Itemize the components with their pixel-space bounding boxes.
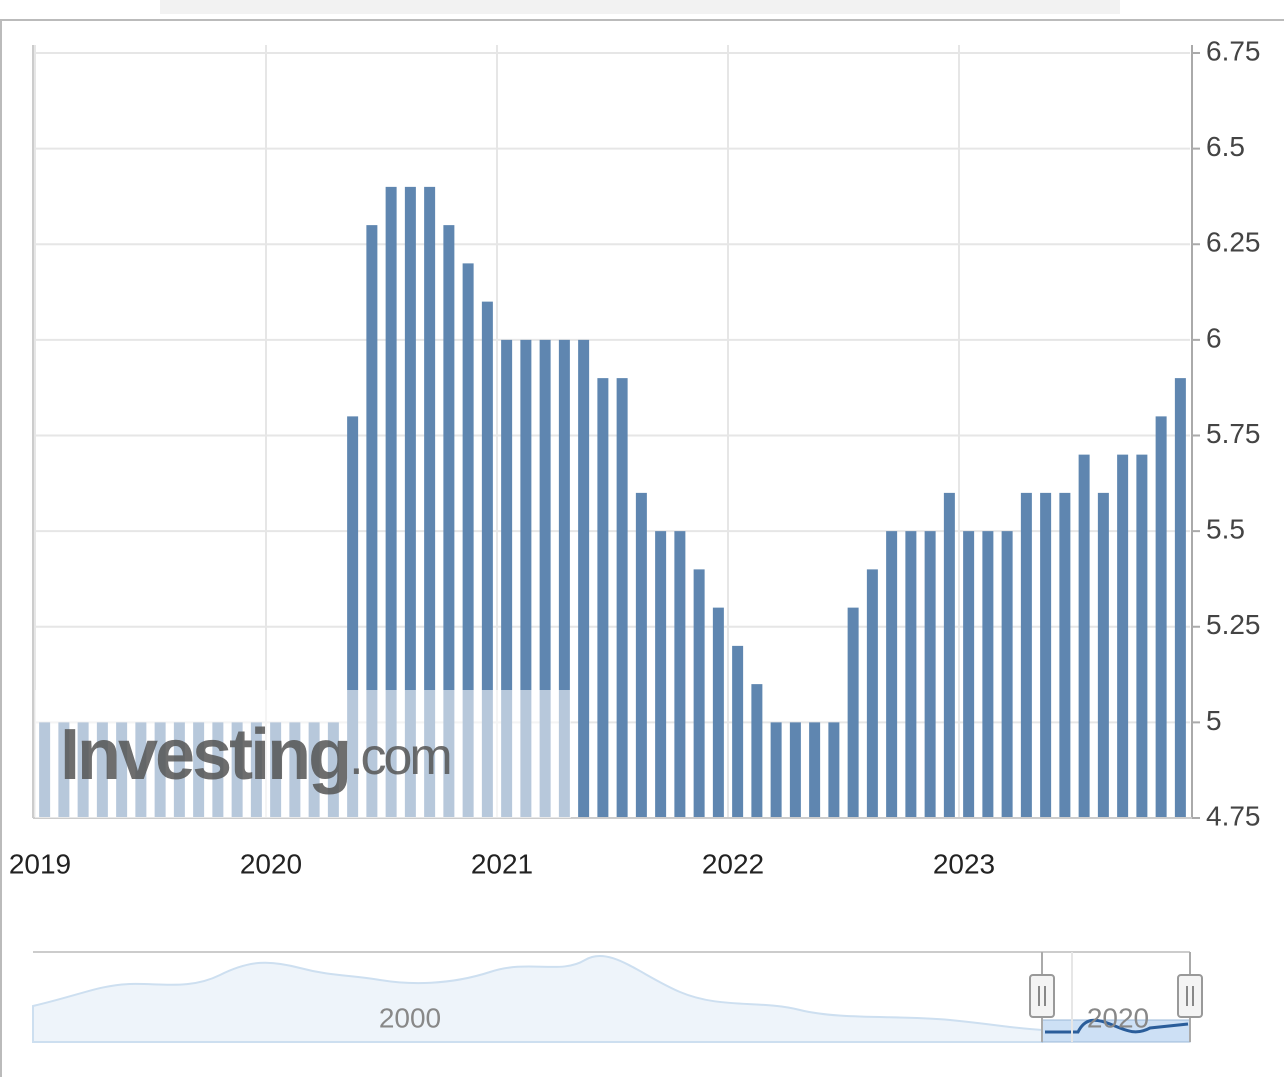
x-tick-label: 2020 xyxy=(240,848,302,879)
x-tick-label: 2021 xyxy=(471,848,533,879)
y-tick-label: 5.5 xyxy=(1206,514,1245,545)
bar xyxy=(385,186,397,818)
bar xyxy=(1020,492,1032,818)
bar xyxy=(597,378,609,818)
bar xyxy=(886,531,898,818)
watermark-veil xyxy=(35,690,571,818)
bar xyxy=(963,531,975,818)
bar xyxy=(732,645,744,818)
navigator-selected-line xyxy=(1045,1018,1189,1034)
bar xyxy=(462,263,474,818)
bar xyxy=(1001,531,1013,818)
watermark-suffix: .com xyxy=(349,728,450,786)
bar xyxy=(924,531,936,818)
y-tick-label: 5.75 xyxy=(1206,418,1261,449)
bar xyxy=(443,225,455,818)
bar xyxy=(1174,378,1186,818)
y-tick-label: 5.25 xyxy=(1206,609,1261,640)
bar xyxy=(809,722,821,818)
bar xyxy=(539,339,551,818)
watermark: Investing.com xyxy=(60,715,450,795)
bar xyxy=(712,607,724,818)
navigator-label: 2020 xyxy=(1087,1002,1149,1033)
bar xyxy=(1097,492,1109,818)
y-tick-label: 6.5 xyxy=(1206,131,1245,162)
bar xyxy=(693,569,705,818)
bar xyxy=(347,416,359,818)
bar xyxy=(770,722,782,818)
bar xyxy=(751,684,763,818)
bar xyxy=(1155,416,1167,818)
bar xyxy=(655,531,667,818)
bar xyxy=(366,225,378,818)
bar xyxy=(481,301,493,818)
navigator-handle xyxy=(1177,974,1203,1018)
y-tick-label: 6.25 xyxy=(1206,227,1261,258)
bar xyxy=(578,339,590,818)
bar xyxy=(847,607,859,818)
bar xyxy=(616,378,628,818)
x-tick-label: 2023 xyxy=(933,848,995,879)
bar xyxy=(1059,492,1071,818)
y-tick-label: 6.75 xyxy=(1206,35,1261,66)
x-tick-label: 2019 xyxy=(9,848,71,879)
top-bar-shadow xyxy=(160,0,1120,14)
bar xyxy=(404,186,416,818)
bar xyxy=(635,492,647,818)
bar xyxy=(866,569,878,818)
bar xyxy=(520,339,532,818)
bar xyxy=(1117,454,1129,818)
y-tick-label: 6 xyxy=(1206,322,1222,353)
bar xyxy=(828,722,840,818)
bar xyxy=(943,492,955,818)
bar xyxy=(501,339,513,818)
y-tick-label: 4.75 xyxy=(1206,800,1261,831)
navigator-label: 2000 xyxy=(379,1002,441,1033)
bar xyxy=(1078,454,1090,818)
bar xyxy=(558,339,570,818)
x-tick-label: 2022 xyxy=(702,848,764,879)
bar xyxy=(674,531,686,818)
navigator-handle xyxy=(1029,974,1055,1018)
bar xyxy=(982,531,994,818)
bar xyxy=(424,186,436,818)
bar xyxy=(1040,492,1052,818)
navigator-area xyxy=(32,954,1043,1043)
y-tick-label: 5 xyxy=(1206,705,1222,736)
bar xyxy=(789,722,801,818)
watermark-main: Investing xyxy=(60,715,349,795)
bar xyxy=(905,531,917,818)
bar xyxy=(1136,454,1148,818)
